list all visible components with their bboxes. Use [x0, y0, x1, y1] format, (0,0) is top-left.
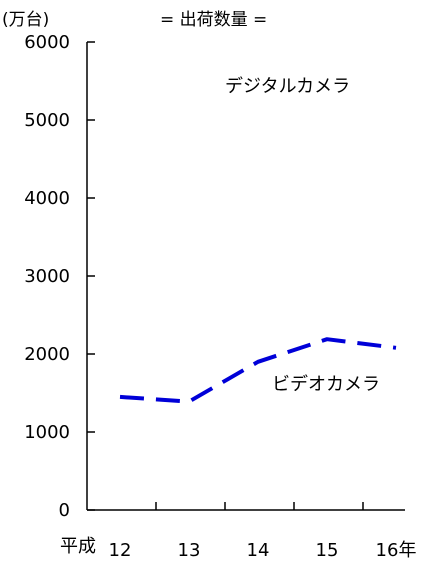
- annotation-video-camera: ビデオカメラ: [272, 374, 380, 395]
- y-tick-label-6000: 6000: [24, 32, 70, 53]
- x-tick-label-0: 12: [109, 540, 132, 561]
- annotation-digital-camera: デジタルカメラ: [225, 76, 350, 97]
- x-axis-tick-labels: 12 13 14 15 16年: [109, 540, 417, 561]
- x-tick-label-3: 15: [316, 540, 339, 561]
- y-axis-tick-labels: 0 1000 2000 3000 4000 5000 6000: [24, 32, 70, 521]
- x-tick-label-1: 13: [178, 540, 201, 561]
- y-tick-label-1000: 1000: [24, 422, 70, 443]
- y-tick-label-3000: 3000: [24, 266, 70, 287]
- y-tick-label-0: 0: [59, 500, 70, 521]
- chart-title: = 出荷数量 =: [160, 10, 267, 30]
- series-line-video-camera: [119, 337, 397, 404]
- series-group: [119, 337, 397, 404]
- y-tick-label-4000: 4000: [24, 188, 70, 209]
- x-axis-prefix-label: 平成: [60, 536, 96, 557]
- y-tick-label-5000: 5000: [24, 110, 70, 131]
- x-tick-label-2: 14: [247, 540, 270, 561]
- x-tick-label-4: 16年: [376, 540, 417, 561]
- y-tick-label-2000: 2000: [24, 344, 70, 365]
- unit-label: (万台): [2, 10, 49, 30]
- y-axis-ticks: [87, 41, 95, 511]
- x-axis-ticks: [155, 502, 364, 510]
